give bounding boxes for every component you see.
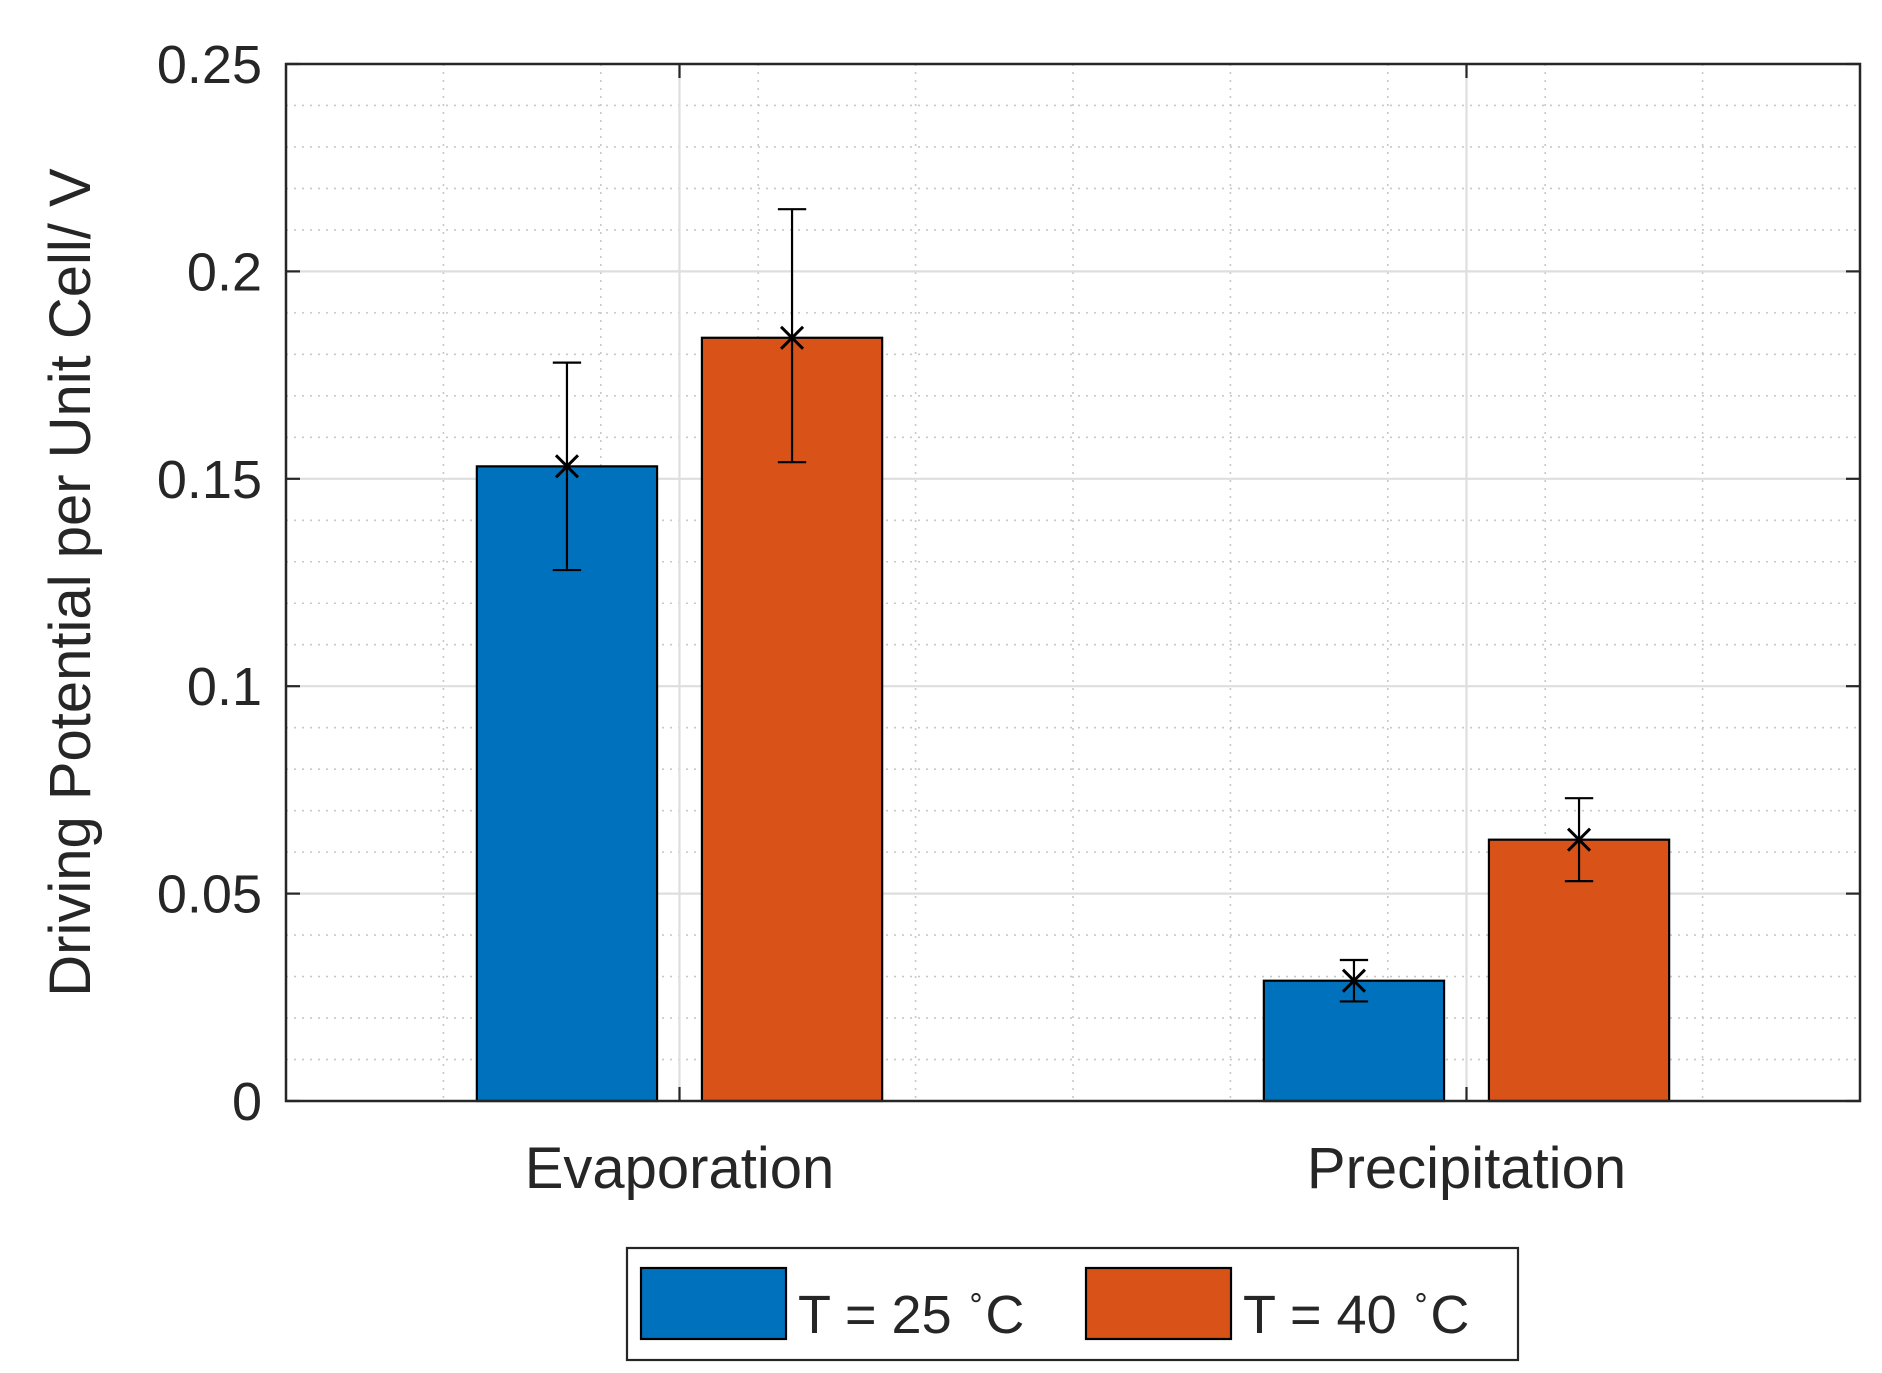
bar-precipitation-series-2 xyxy=(1487,838,1671,1103)
y-tick-label: 0.15 xyxy=(157,450,262,510)
y-tick-label: 0.25 xyxy=(157,35,262,95)
bar-evaporation-series-2 xyxy=(700,336,884,1103)
legend-label-series-2: T = 40 ∘C xyxy=(1243,1281,1469,1345)
axes-frame xyxy=(284,62,1862,1103)
legend: T = 25 ∘C T = 40 ∘C xyxy=(625,1246,1520,1362)
error-bars xyxy=(552,208,1594,1003)
mean-marker xyxy=(779,325,805,350)
y-tick-label: 0.05 xyxy=(157,865,262,925)
y-tick-label: 0 xyxy=(232,1072,262,1132)
legend-label-series-1: T = 25 ∘C xyxy=(798,1281,1024,1345)
x-category-label: Precipitation xyxy=(1307,1136,1626,1201)
x-category-label: Evaporation xyxy=(525,1136,835,1201)
bar-evaporation-series-1 xyxy=(475,465,659,1103)
y-tick-label: 0.1 xyxy=(187,657,262,717)
legend-swatch-series-2 xyxy=(1084,1266,1233,1341)
mean-marker xyxy=(554,454,580,479)
y-tick-label: 0.2 xyxy=(187,242,262,302)
mean-marker xyxy=(1566,827,1592,852)
axis-labels: 0 0.05 0.1 0.15 0.2 0.25 Evaporation Precipitat… xyxy=(38,35,1626,1201)
mean-marker xyxy=(1341,968,1367,993)
axis-ticks xyxy=(286,62,1860,1103)
legend-swatch-series-1 xyxy=(639,1266,788,1341)
y-axis-label: Driving Potential per Unit Cell/ V xyxy=(38,168,103,997)
bars xyxy=(475,336,1671,1103)
